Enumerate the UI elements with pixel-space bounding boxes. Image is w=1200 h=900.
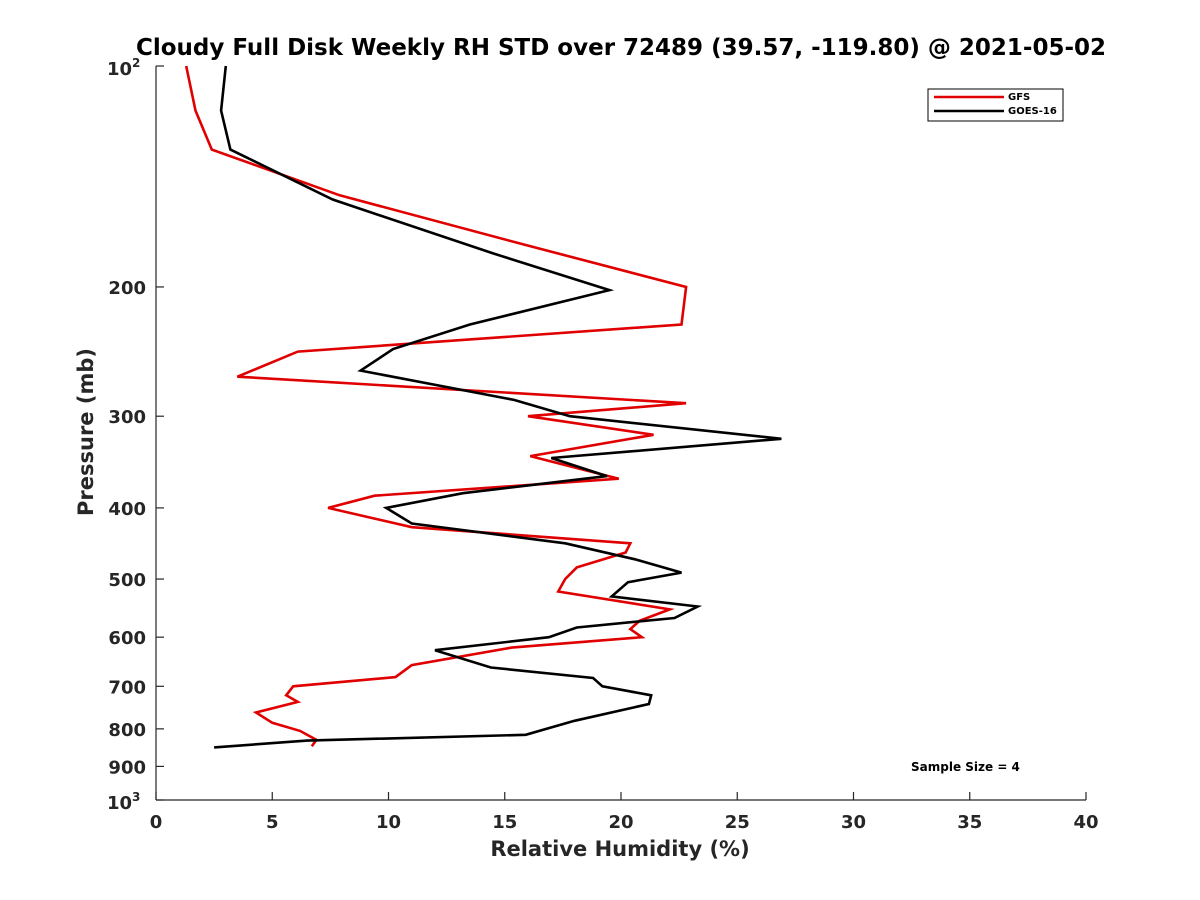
y-tick-exponent: 3	[132, 790, 140, 804]
y-tick-label: 500	[108, 570, 146, 591]
x-tick-label: 25	[725, 812, 750, 833]
x-axis-label: Relative Humidity (%)	[490, 837, 749, 861]
legend-label-gfs: GFS	[1008, 92, 1030, 103]
x-tick-label: 5	[266, 812, 279, 833]
y-tick-label: 10	[107, 793, 132, 814]
chart-title: Cloudy Full Disk Weekly RH STD over 7248…	[136, 35, 1106, 61]
legend-box	[927, 88, 1064, 122]
x-ticks: 0 5 10 15 20 25 30 35 40	[150, 792, 1099, 833]
sample-size-annotation: Sample Size = 4	[911, 760, 1020, 774]
y-tick-label: 600	[108, 628, 146, 649]
x-tick-label: 20	[608, 812, 633, 833]
y-tick-label: 900	[108, 757, 146, 778]
legend-label-goes16: GOES-16	[1008, 106, 1057, 117]
x-tick-label: 0	[150, 812, 163, 833]
y-tick-label: 200	[108, 278, 146, 299]
series-line-goes-16	[214, 65, 782, 749]
y-axis-label: Pressure (mb)	[74, 348, 98, 516]
series-line-gfs	[184, 65, 688, 748]
x-tick-label: 15	[492, 812, 517, 833]
x-tick-label: 10	[376, 812, 401, 833]
x-tick-label: 40	[1073, 812, 1098, 833]
x-tick-label: 30	[841, 812, 866, 833]
y-tick-label: 400	[108, 499, 146, 520]
y-tick-label: 10	[107, 59, 132, 80]
y-tick-label: 300	[108, 407, 146, 428]
plot-area	[155, 65, 1086, 801]
legend: GFS GOES-16	[927, 88, 1064, 122]
y-tick-exponent: 2	[132, 56, 140, 70]
x-tick-label: 35	[957, 812, 982, 833]
y-tick-label: 800	[108, 720, 146, 741]
y-tick-label: 700	[108, 677, 146, 698]
